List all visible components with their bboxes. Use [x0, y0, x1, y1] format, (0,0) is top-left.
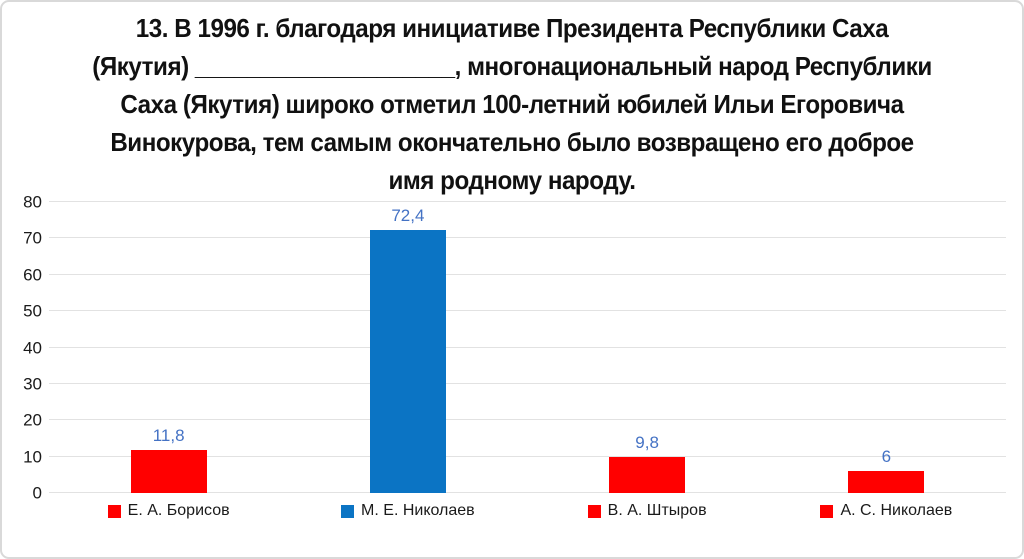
legend-item-2: В. А. Штыров	[528, 501, 767, 521]
legend-item-3: А. С. Николаев	[767, 501, 1006, 521]
bar-value-label-2: 9,8	[635, 433, 659, 453]
gridline	[49, 419, 1006, 421]
legend-color-swatch	[820, 504, 834, 518]
legend-label: В. А. Штыров	[607, 502, 707, 519]
question-title: 13. В 1996 г. благодаря инициативе Прези…	[38, 9, 987, 199]
question-title-line: имя родному народу.	[388, 165, 636, 195]
legend-label: М. Е. Николаев	[361, 502, 475, 519]
bar-value-label-0: 11,8	[152, 426, 185, 446]
legend-label: А. С. Николаев	[840, 502, 953, 519]
gridline	[49, 201, 1006, 202]
gridline	[49, 492, 1006, 493]
bar-column-1: 72,4	[288, 202, 527, 493]
question-title-line: Винокурова, тем самым окончательно было …	[110, 127, 914, 157]
gridline	[49, 310, 1006, 312]
y-axis-tick-label: 40	[23, 338, 42, 357]
legend-item-0: Е. А. Борисов	[49, 501, 288, 521]
question-title-line: (Якутия) ____________________, многонаци…	[92, 51, 932, 81]
gridline	[49, 346, 1006, 348]
y-axis-tick-label: 70	[23, 228, 42, 248]
y-axis-tick-label: 60	[23, 265, 42, 285]
bar-2	[609, 457, 686, 493]
gridline	[49, 273, 1006, 275]
plot-area: 11,8 72,4 9,8 6	[49, 201, 1006, 493]
y-axis-tick-label: 80	[23, 192, 42, 212]
y-axis-tick-label: 50	[23, 301, 42, 321]
bar-column-2: 9,8	[528, 202, 767, 493]
gridline	[49, 237, 1006, 239]
bar-column-3: 6	[767, 202, 1006, 493]
gridline	[49, 455, 1006, 457]
legend-color-swatch	[587, 504, 601, 518]
bar-value-label-3: 6	[881, 447, 892, 467]
question-title-line: 13. В 1996 г. благодаря инициативе Прези…	[135, 13, 889, 43]
question-title-line: Саха (Якутия) широко отметил 100-летний …	[120, 89, 904, 119]
legend-color-swatch	[341, 504, 355, 518]
bar-column-0: 11,8	[49, 202, 288, 493]
y-axis-tick-label: 10	[23, 447, 42, 467]
legend-item-1: М. Е. Николаев	[288, 501, 527, 521]
gridline	[49, 382, 1006, 384]
bar-value-label-1: 72,4	[391, 205, 425, 225]
y-axis-tick-label: 30	[23, 374, 42, 394]
bar-columns: 11,8 72,4 9,8 6	[49, 202, 1006, 493]
legend-color-swatch	[107, 504, 121, 518]
y-axis-tick-label: 0	[32, 483, 42, 503]
legend-label: Е. А. Борисов	[127, 502, 230, 519]
bar-3	[848, 471, 925, 493]
bar-1	[369, 229, 446, 493]
y-axis: 0 10 20 30 40 50 60 70 80	[8, 194, 42, 502]
y-axis-tick-label: 20	[23, 410, 42, 430]
bar-0	[130, 450, 207, 493]
chart-legend: Е. А. Борисов М. Е. Николаев В. А. Штыров А…	[49, 501, 1006, 521]
